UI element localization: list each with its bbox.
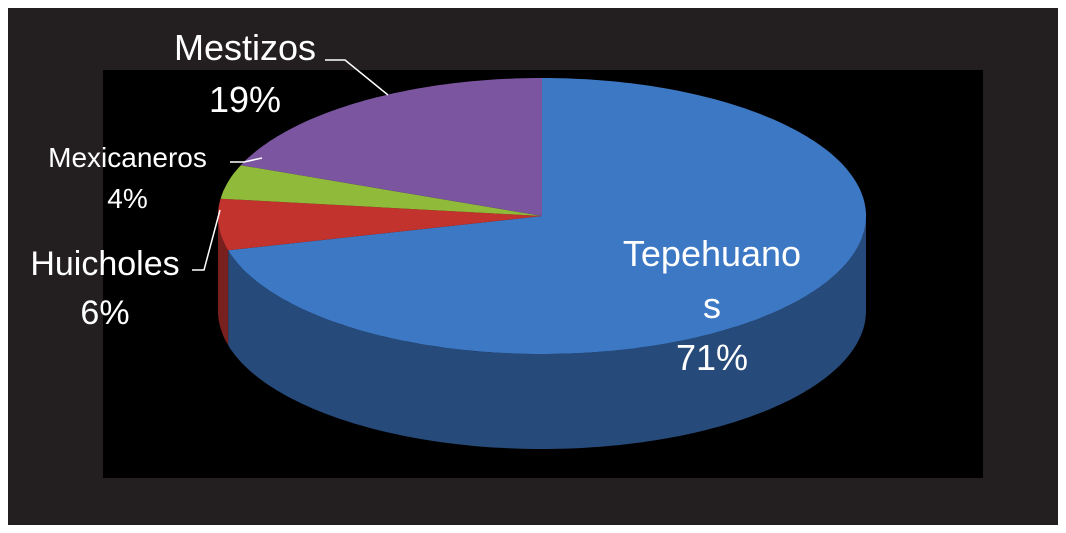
leader-line: [230, 157, 263, 163]
label-value: 19%: [208, 79, 282, 121]
label-value: 71%: [675, 337, 749, 379]
slice: [218, 198, 542, 251]
label-value: 4%: [107, 182, 148, 214]
label-name: Mexicaneros: [48, 142, 207, 173]
slice-label: Huicholes 6%: [10, 240, 200, 339]
slice-side: [228, 216, 866, 449]
slice-label: Tepehuanos 71%: [612, 228, 812, 385]
slice-label: Mestizos 19%: [150, 22, 340, 126]
slice-label: Mexicaneros 4%: [20, 138, 235, 219]
leader-line: [192, 209, 221, 271]
label-name: Huicholes: [30, 245, 180, 283]
label-name: Tepehuanos: [622, 233, 802, 327]
leader-line: [325, 59, 389, 96]
slice-side: [218, 216, 229, 346]
slice: [228, 78, 866, 354]
label-value: 6%: [80, 294, 130, 333]
slice: [220, 165, 542, 216]
slice: [240, 78, 543, 216]
label-name: Mestizos: [173, 27, 317, 68]
